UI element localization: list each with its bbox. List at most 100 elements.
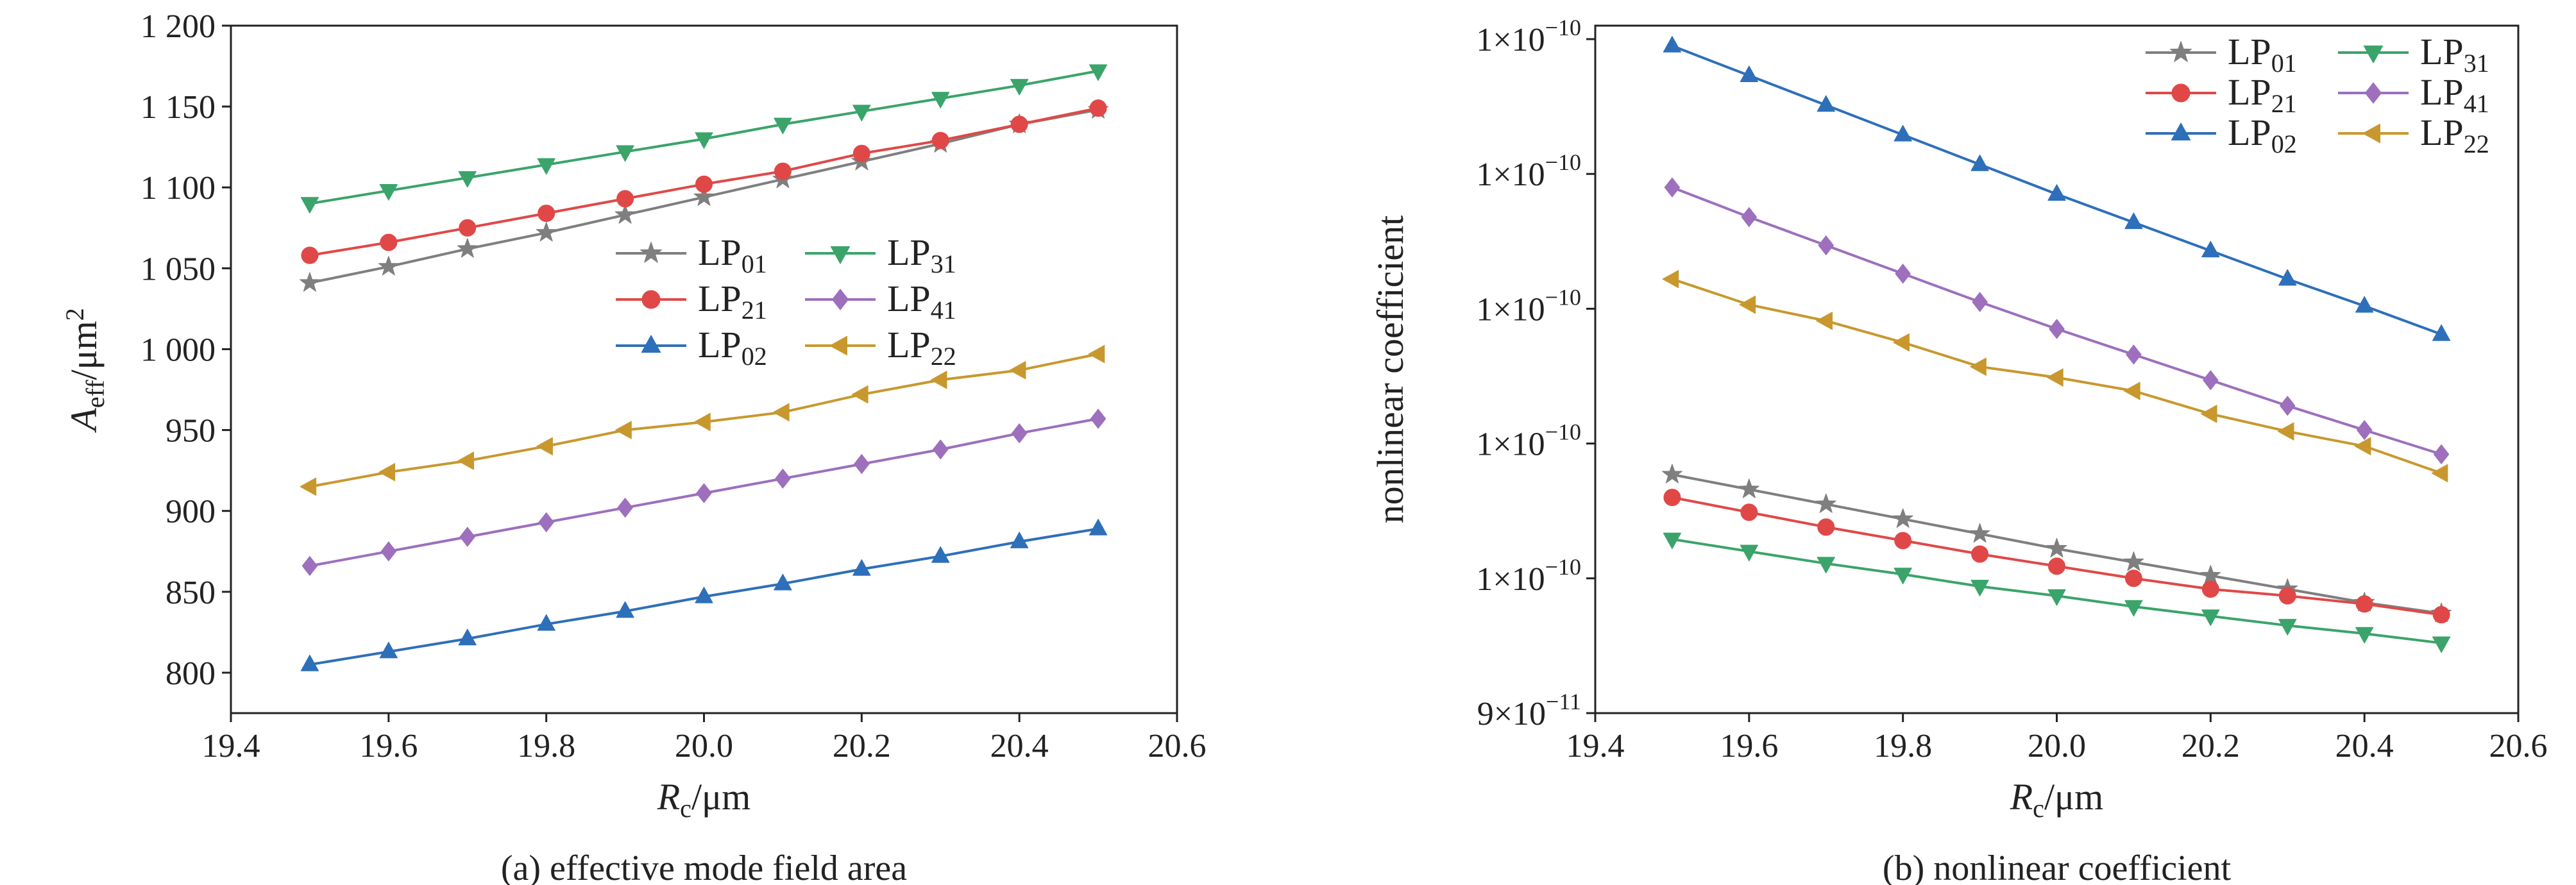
x-axis-label-unit: /μm <box>691 776 750 818</box>
data-point <box>616 190 634 208</box>
legend-label-sub: 22 <box>2464 130 2489 158</box>
chart-nonlinear-coefficient: 19.4 19.6 19.8 20.0 20.2 20.4 20.69×10−111×10−… <box>1369 15 2548 885</box>
data-point <box>2278 269 2297 286</box>
legend-item-LP31: LP31 <box>805 232 956 278</box>
data-point <box>1740 65 1758 83</box>
data-point <box>1663 489 1681 507</box>
legend-label-main: LP <box>2228 112 2271 153</box>
legend-label-sub: 01 <box>2271 49 2297 78</box>
data-point <box>854 454 870 475</box>
data-point <box>1011 423 1028 444</box>
x-axis-label-unit: /μm <box>2044 776 2103 818</box>
x-tick-label: 20.2 <box>2182 728 2240 764</box>
legend-item-LP01: LP01 <box>616 232 767 278</box>
y-tick-mantissa: 1×10 <box>1476 156 1545 193</box>
legend-label: LP21 <box>2228 71 2297 118</box>
legend-label-sub: 31 <box>931 249 956 278</box>
y-tick-label: 950 <box>165 413 216 450</box>
legend-label-main: LP <box>698 324 741 366</box>
x-tick-label: 20.6 <box>1148 728 1207 764</box>
data-point <box>1010 115 1028 133</box>
data-point <box>2047 184 2066 201</box>
data-point <box>2432 636 2451 653</box>
y-tick-mantissa: 1×10 <box>1476 561 1545 598</box>
data-point <box>380 233 398 251</box>
legend-label-main: LP <box>887 232 931 273</box>
data-point <box>696 483 712 503</box>
y-tick-label: 1 000 <box>140 332 216 368</box>
legend-label-sub: 41 <box>2464 89 2489 118</box>
data-point <box>1818 235 1834 256</box>
x-tick-label: 19.8 <box>517 728 575 764</box>
y-tick-label: 850 <box>165 575 216 611</box>
data-point <box>931 92 950 108</box>
data-point <box>1089 519 1108 535</box>
y-tick-exponent: −10 <box>1545 149 1581 175</box>
series-LP31 <box>1663 532 2451 653</box>
data-point <box>378 256 399 276</box>
data-point <box>1741 207 1758 227</box>
data-point <box>1970 357 1987 376</box>
y-tick-label: 1×10−10 <box>1476 554 1581 598</box>
legend-label-main: LP <box>698 278 741 319</box>
data-point <box>1738 478 1759 498</box>
x-axis-label-sub: c <box>2033 794 2044 823</box>
y-tick-label: 1×10−10 <box>1476 419 1581 463</box>
chart-caption: (a) effective mode field area <box>501 848 907 885</box>
data-point <box>852 105 871 122</box>
data-point <box>1817 95 1835 112</box>
series-LP41 <box>301 409 1106 576</box>
legend-label-main: LP <box>698 232 741 273</box>
data-point <box>300 197 319 214</box>
legend-label: LP22 <box>887 324 956 371</box>
data-point <box>536 437 553 455</box>
data-point <box>2047 589 2066 606</box>
legend-swatch-marker <box>641 335 661 353</box>
legend-swatch-marker <box>2171 83 2190 103</box>
data-point <box>457 238 478 258</box>
series-LP22 <box>300 344 1105 496</box>
data-point <box>774 162 792 180</box>
series-LP02 <box>1663 36 2451 341</box>
y-tick-label: 1 150 <box>140 89 216 126</box>
x-tick-label: 19.6 <box>1720 728 1778 764</box>
data-point <box>1740 544 1758 562</box>
legend-label-main: LP <box>2228 71 2271 113</box>
legend-label-sub: 02 <box>741 342 767 371</box>
data-point <box>1894 532 1912 550</box>
data-point <box>1895 264 1911 284</box>
y-tick-exponent: −10 <box>1545 15 1581 40</box>
data-point <box>2048 557 2065 575</box>
data-point <box>1010 79 1029 96</box>
series-LP22 <box>1662 270 2448 483</box>
x-tick-label: 19.6 <box>359 728 418 764</box>
legend-swatch-marker <box>831 289 849 310</box>
data-point <box>1894 568 1912 584</box>
data-point <box>538 512 554 532</box>
data-point <box>378 463 396 482</box>
data-point <box>1664 177 1681 198</box>
data-point <box>1662 270 1679 289</box>
data-point <box>2126 344 2142 365</box>
data-point <box>774 117 792 135</box>
legend-swatch-marker <box>2171 122 2191 140</box>
y-tick-exponent: −10 <box>1545 284 1581 310</box>
legend-item-LP41: LP41 <box>2338 71 2489 118</box>
data-point <box>2200 564 2221 585</box>
data-point <box>2432 606 2450 624</box>
y-tick-label: 800 <box>165 655 216 692</box>
data-point <box>2046 537 2067 558</box>
data-point <box>695 586 713 603</box>
data-point <box>536 222 557 242</box>
y-axis-label-sub: eff <box>81 380 110 408</box>
data-point <box>458 171 477 188</box>
y-tick-label: 1 100 <box>140 170 216 206</box>
data-point <box>2355 296 2374 313</box>
series-LP21 <box>301 99 1107 264</box>
data-point <box>459 219 477 237</box>
legend-swatch-marker <box>641 290 661 309</box>
legend-item-LP31: LP31 <box>2338 31 2489 78</box>
data-point <box>774 573 792 591</box>
data-point <box>1088 344 1105 364</box>
